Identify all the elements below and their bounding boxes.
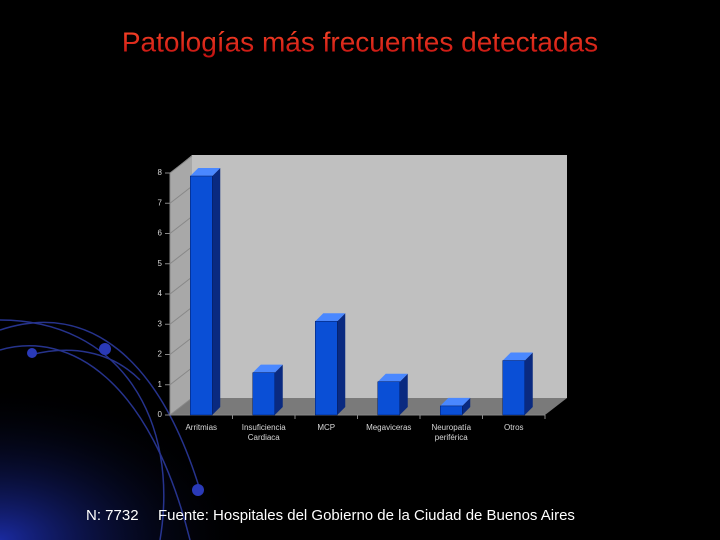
back-wall [192, 155, 567, 398]
x-tick-label: Arritmias [185, 423, 218, 432]
depth-tick [169, 397, 193, 416]
depth-tick [169, 246, 193, 265]
depth-tick [169, 155, 193, 174]
slide-title: Patologías más frecuentes detectadas [122, 26, 598, 57]
bar-side [212, 168, 221, 415]
bar [502, 360, 525, 416]
bar [315, 320, 338, 416]
bar-top [377, 373, 408, 382]
bar [440, 405, 463, 416]
depth-tick [169, 276, 193, 295]
depth-tick [169, 337, 193, 355]
y-tick-label: 5 [158, 259, 163, 268]
depth-tick [169, 306, 193, 325]
bar-top [502, 352, 533, 361]
bar-side [524, 352, 533, 415]
footer-note: N: 7732 [86, 507, 139, 524]
bar [252, 372, 275, 416]
decoration-dot [192, 484, 204, 496]
bar-side [337, 313, 346, 415]
x-tick-label: Neuropatía periférica [431, 423, 472, 442]
bar-top [252, 364, 283, 373]
y-tick-label: 0 [158, 410, 163, 419]
depth-tick [169, 367, 193, 386]
y-tick-label: 7 [158, 198, 163, 207]
y-tick-label: 1 [158, 380, 163, 389]
y-tick-label: 4 [158, 289, 163, 298]
y-tick-label: 2 [158, 350, 163, 359]
decoration [0, 319, 201, 540]
bar [190, 175, 213, 416]
bar [377, 381, 400, 416]
x-tick-label: Insuficiencia Cardiaca [241, 423, 286, 442]
depth-tick [169, 216, 193, 234]
bar-side [274, 364, 283, 415]
decoration-dot [27, 348, 37, 358]
y-tick-label: 8 [158, 168, 163, 177]
y-tick-label: 3 [158, 319, 163, 328]
x-tick-label: Megaviceras [366, 423, 412, 432]
bar-top [190, 168, 221, 177]
x-tick-label: MCP [317, 423, 336, 432]
bar-side [399, 373, 408, 415]
depth-tick [169, 185, 193, 204]
decoration-dot [99, 343, 111, 355]
x-tick-label: Otros [503, 423, 524, 432]
bar-side [462, 397, 471, 415]
bar-top [440, 397, 471, 406]
bar-top [315, 313, 346, 322]
y-tick-label: 6 [158, 229, 163, 238]
footer-source: Fuente: Hospitales del Gobierno de la Ci… [158, 507, 575, 524]
